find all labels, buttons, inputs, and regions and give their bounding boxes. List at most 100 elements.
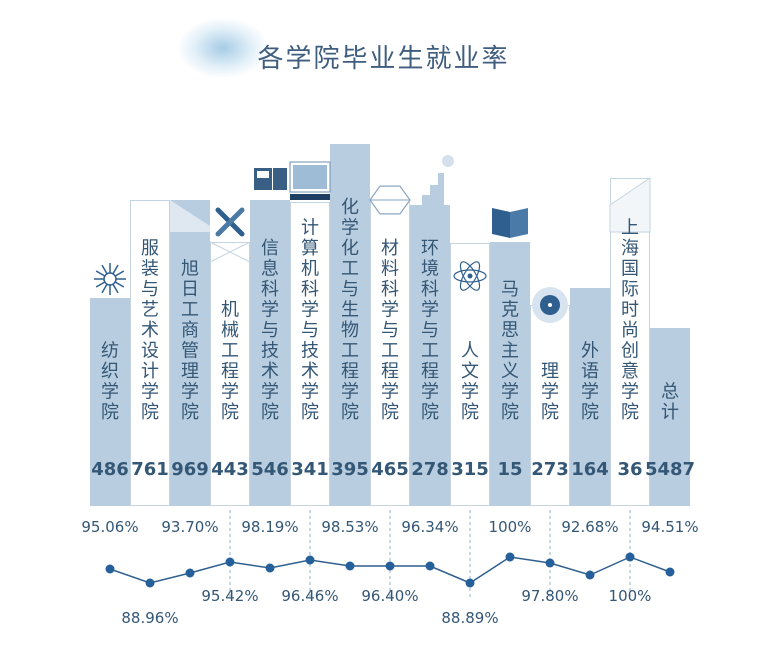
bar-value: 486 [91, 459, 129, 480]
rate-marker [545, 558, 555, 568]
petal [101, 283, 108, 294]
rate-marker [585, 570, 595, 580]
bar-value: 761 [131, 459, 169, 480]
bar-4 [210, 242, 250, 506]
bar-8 [370, 200, 410, 506]
rate-marker [145, 578, 155, 588]
bar-15 [650, 328, 690, 506]
bar-cross-line [209, 241, 251, 263]
center [103, 272, 117, 286]
bar-shape [330, 144, 370, 506]
rate-marker [305, 555, 315, 565]
category-label: 信息科学与技术学院 [261, 238, 279, 423]
atom-icon [453, 261, 487, 291]
rate-label: 96.34% [401, 518, 458, 536]
rate-label: 98.19% [241, 518, 298, 536]
display [293, 165, 327, 189]
chimney [438, 173, 444, 205]
rate-marker [505, 552, 515, 562]
rate-marker [225, 557, 235, 567]
category-label: 化学化工与生物工程学院 [341, 197, 359, 423]
rate-label: 100% [609, 587, 652, 605]
rate-label: 100% [489, 518, 532, 536]
bar-top-slant [170, 200, 210, 232]
bar-5 [250, 200, 290, 506]
bar-shape [210, 242, 250, 506]
bar-value: 546 [251, 459, 289, 480]
rate-label: 97.80% [521, 587, 578, 605]
petal [95, 270, 106, 277]
bar-1 [90, 298, 130, 506]
bar-2 [130, 200, 170, 506]
bar-shape [610, 178, 650, 506]
rate-marker [425, 561, 435, 571]
decorative-blob [178, 18, 268, 78]
bar-shape [530, 305, 570, 506]
disk-b [273, 168, 287, 190]
category-label: 理学院 [541, 361, 559, 423]
category-label: 总计 [661, 382, 679, 424]
floppy-disk-icon [254, 168, 287, 190]
category-label: 材料科学与工程学院 [381, 238, 399, 423]
bar-shape [170, 200, 210, 506]
category-label: 上海国际时尚创意学院 [621, 218, 639, 424]
rate-label: 96.46% [281, 587, 338, 605]
step-a [422, 195, 430, 205]
rate-label: 96.40% [361, 587, 418, 605]
page-right [510, 208, 528, 238]
petal [101, 264, 108, 275]
bar-shape [450, 243, 490, 506]
factory-icon [422, 155, 454, 205]
bar-shape [370, 200, 410, 506]
page-left [492, 208, 510, 238]
step-b [430, 185, 438, 205]
bar-value: 278 [411, 459, 449, 480]
bar-top-slant [609, 177, 651, 233]
bar-12 [530, 305, 570, 506]
bar-9 [410, 205, 450, 506]
bar-value: 315 [451, 459, 489, 480]
nucleus [467, 273, 473, 279]
rate-marker [465, 578, 475, 588]
chart-title: 各学院毕业生就业率 [257, 44, 510, 74]
rate-label: 88.96% [121, 609, 178, 627]
wrench-icon [215, 207, 245, 237]
bar-shape [650, 328, 690, 506]
bar-shape [90, 298, 130, 506]
bar-value: 969 [171, 459, 209, 480]
petal [112, 264, 119, 275]
category-label: 计算机科学与技术学院 [301, 218, 319, 424]
smoke [442, 155, 454, 167]
bar-value: 341 [291, 459, 329, 480]
orbit [459, 261, 481, 291]
bar-value: 164 [571, 459, 609, 480]
category-label: 服装与艺术设计学院 [141, 238, 159, 423]
category-label: 环境科学与工程学院 [421, 238, 439, 423]
label-a [257, 171, 269, 178]
rate-label: 94.51% [641, 518, 698, 536]
bar-10 [450, 243, 490, 506]
orbit [459, 261, 481, 291]
rate-marker [185, 568, 195, 578]
bar-shape [290, 202, 330, 506]
category-label: 纺织学院 [101, 341, 119, 424]
rate-label: 93.70% [161, 518, 218, 536]
category-label: 旭日工商管理学院 [181, 259, 199, 424]
target-icon [532, 287, 568, 323]
category-label: 外语学院 [581, 341, 599, 424]
rate-label: 92.68% [561, 518, 618, 536]
orbit [453, 269, 487, 283]
bar-11 [490, 242, 530, 506]
rate-marker [625, 552, 635, 562]
rate-label: 95.06% [81, 518, 138, 536]
hexagon-icon [369, 185, 411, 215]
bullseye [548, 303, 552, 307]
sunflower-icon [94, 263, 126, 295]
category-label: 人文学院 [461, 341, 479, 424]
rate-label: 88.89% [441, 609, 498, 627]
bar-13 [570, 288, 610, 506]
category-label: 马克思主义学院 [501, 279, 519, 423]
category-label: 机械工程学院 [221, 300, 239, 424]
